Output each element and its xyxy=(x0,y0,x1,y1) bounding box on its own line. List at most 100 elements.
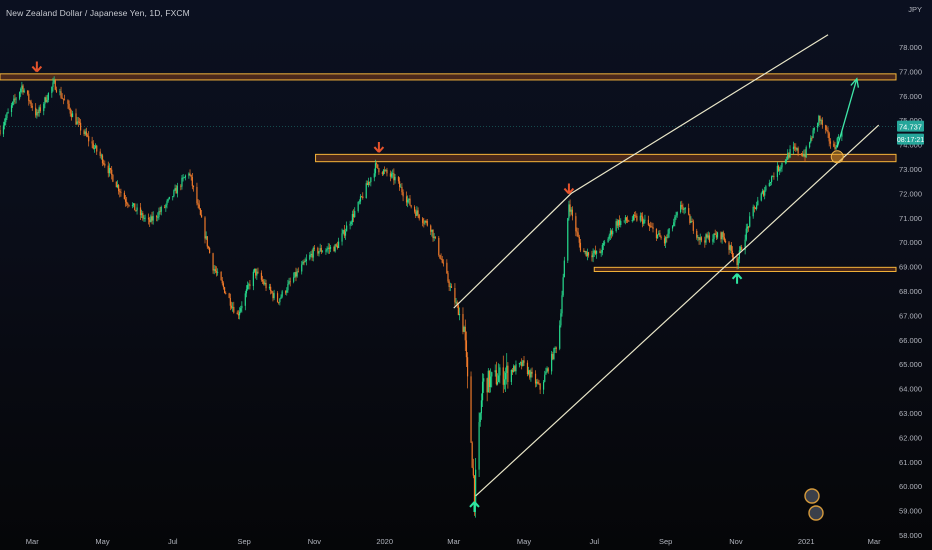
candle-body xyxy=(671,226,674,229)
candle-body xyxy=(52,82,54,88)
candle-body xyxy=(470,376,472,443)
candle-body xyxy=(514,366,516,372)
candle-body xyxy=(70,113,73,118)
candle-body xyxy=(336,245,339,248)
candle-body xyxy=(776,165,778,178)
candle-body xyxy=(700,237,702,241)
candle-body xyxy=(357,202,359,211)
trendline-channel-upper[interactable] xyxy=(453,34,829,309)
candle-body xyxy=(547,368,549,372)
candle-body xyxy=(55,89,58,92)
candle-body xyxy=(289,281,291,283)
candle-body xyxy=(104,163,106,166)
candle-body xyxy=(86,135,89,137)
candle-body xyxy=(665,237,667,244)
candle-body xyxy=(676,212,678,216)
candle-body xyxy=(432,229,434,239)
candle-body xyxy=(773,176,775,178)
candle-body xyxy=(667,233,669,238)
candle-body xyxy=(833,143,835,147)
y-tick-label: 71.000 xyxy=(899,214,922,223)
candle-body xyxy=(165,204,167,208)
candle-body xyxy=(54,80,56,90)
candle-body xyxy=(46,99,48,103)
candle-body xyxy=(249,284,251,287)
candle-body xyxy=(504,372,507,380)
candle-body xyxy=(472,467,474,476)
candle-body xyxy=(426,220,428,226)
y-tick-label: 77.000 xyxy=(899,67,922,76)
candle-body xyxy=(483,378,485,382)
candle-body xyxy=(604,242,606,244)
candle-body xyxy=(311,253,313,258)
forecast-arrow-line[interactable] xyxy=(836,78,858,148)
trendline-channel-lower[interactable] xyxy=(475,124,880,497)
candle-body xyxy=(675,215,677,217)
candle-body xyxy=(784,160,787,163)
candle-body xyxy=(206,236,208,247)
candles-layer xyxy=(0,76,843,518)
resistance-zone-2[interactable] xyxy=(315,153,897,163)
candle-body xyxy=(354,210,356,218)
candle-body xyxy=(144,217,146,219)
candle-body xyxy=(749,216,751,227)
candle-body xyxy=(343,230,345,236)
candle-body xyxy=(200,214,203,218)
candle-body xyxy=(737,258,739,266)
candle-body xyxy=(683,209,685,210)
candle-body xyxy=(342,230,344,234)
candle-body xyxy=(128,204,130,206)
candle-body xyxy=(270,286,272,292)
candle-body xyxy=(422,218,424,223)
resistance-zone-3[interactable] xyxy=(593,266,897,272)
candle-body xyxy=(826,129,828,131)
candle-body xyxy=(285,291,287,293)
candle-body xyxy=(526,362,529,375)
candle-body xyxy=(350,222,352,225)
candle-body xyxy=(123,192,125,200)
candle-body xyxy=(560,313,562,326)
candle-body xyxy=(312,247,314,258)
candle-body xyxy=(570,209,572,212)
trendlines-layer xyxy=(453,34,880,497)
candle-body xyxy=(820,119,822,121)
candle-body xyxy=(760,193,762,201)
resistance-zone-1[interactable] xyxy=(0,73,897,81)
candle-body xyxy=(828,133,830,142)
candle-body xyxy=(454,287,456,303)
candle-body xyxy=(537,381,539,384)
candle-body xyxy=(810,137,812,143)
candle-body xyxy=(481,381,484,401)
candle-body xyxy=(255,268,257,276)
arrow-down-marker xyxy=(563,183,575,195)
candle-body xyxy=(745,228,747,240)
candle-body xyxy=(109,168,112,170)
candle-body xyxy=(487,370,489,393)
candle-body xyxy=(23,90,25,93)
candle-body xyxy=(690,221,692,223)
candle-body xyxy=(173,190,175,197)
candle-body xyxy=(503,379,506,385)
candle-body xyxy=(83,130,85,135)
candle-body xyxy=(36,112,38,116)
candle-body xyxy=(29,100,31,102)
candle-body xyxy=(189,173,191,175)
candle-body xyxy=(405,196,408,203)
target-circle-marker[interactable] xyxy=(830,150,844,164)
candle-body xyxy=(115,181,117,188)
candle-body xyxy=(712,239,714,242)
candle-body xyxy=(546,368,548,372)
candle-body xyxy=(466,357,469,377)
candle-body xyxy=(464,326,466,341)
candle-body xyxy=(256,271,258,276)
candle-body xyxy=(252,271,254,287)
x-tick-label: May xyxy=(95,537,109,546)
candle-body xyxy=(714,233,716,235)
y-tick-label: 69.000 xyxy=(899,263,922,272)
candle-body xyxy=(286,290,288,293)
candle-body xyxy=(264,282,266,285)
candle-body xyxy=(704,240,706,243)
candle-body xyxy=(817,122,819,128)
